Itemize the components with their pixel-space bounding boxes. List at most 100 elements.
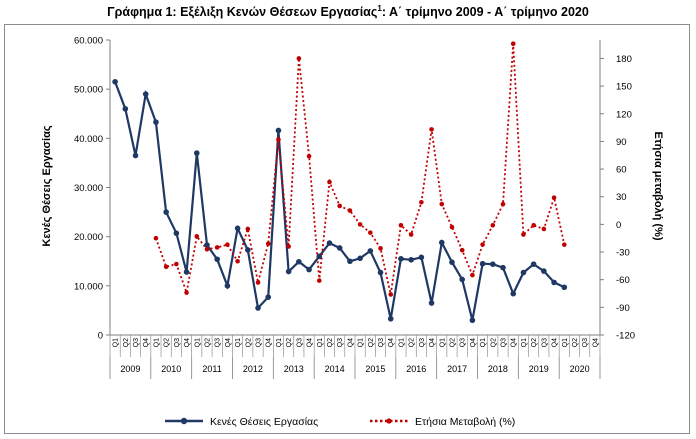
data-point-annual-change [245,226,251,232]
data-point-vacancies [193,150,200,156]
data-point-vacancies [438,239,445,246]
x-quarter-label: Q4 [429,338,436,347]
data-point-annual-change [561,242,567,247]
x-quarter-label: Q2 [409,338,416,347]
x-quarter-label: Q4 [347,338,354,347]
x-quarter-label: Q2 [286,338,293,347]
x-quarter-label: Q1 [235,338,242,347]
x-year-label: 2019 [529,364,549,374]
x-quarter-label: Q3 [256,338,263,347]
x-quarter-label: Q4 [225,338,232,347]
x-quarter-label: Q4 [266,338,273,347]
x-quarter-label: Q3 [501,338,508,347]
x-quarter-label: Q3 [460,338,467,347]
x-quarter-label: Q4 [470,338,477,347]
data-point-vacancies [336,245,343,251]
right-y-tick-label: -90 [616,303,630,314]
data-point-annual-change [306,153,312,159]
data-point-annual-change [429,127,434,132]
data-point-annual-change [551,195,557,200]
data-point-annual-change [184,290,189,295]
legend-svg: Κενές Θέσεις Εργασίας Ετήσια Μεταβολή (%… [165,416,515,428]
x-quarter-label: Q2 [123,338,130,347]
data-point-annual-change [521,232,526,237]
x-quarter-label: Q3 [133,338,140,347]
data-point-annual-change [153,235,159,241]
x-quarter-label: Q2 [449,338,456,347]
right-y-tick-label: -60 [616,275,630,286]
right-y-tick-label: 180 [616,54,632,65]
data-point-vacancies [520,269,527,276]
data-point-annual-change [337,203,342,209]
data-point-vacancies [245,247,251,253]
data-point-annual-change [449,224,455,230]
chart-frame [4,24,690,434]
x-quarter-label: Q1 [398,338,405,347]
data-point-vacancies [153,119,159,125]
left-y-tick-label: 20.000 [74,232,103,243]
data-point-vacancies [449,259,455,266]
data-point-vacancies [234,225,241,232]
data-point-annual-change [204,246,210,252]
data-point-vacancies [306,266,312,273]
x-quarter-label: Q1 [113,338,120,347]
data-point-vacancies [398,255,404,262]
data-point-annual-change [255,280,261,285]
data-point-annual-change [408,232,414,237]
legend-label-annual-change: Ετήσια Μεταβολή (%) [415,416,515,428]
legend-item-annual-change: Ετήσια Μεταβολή (%) [370,416,515,428]
x-quarter-label: Q1 [194,338,201,347]
data-point-vacancies [132,152,139,159]
right-y-tick-label: 60 [616,165,627,176]
x-quarter-label: Q2 [368,338,375,347]
data-point-annual-change [316,278,322,283]
right-y-tick-label: 90 [616,137,627,148]
data-point-vacancies [367,248,374,254]
x-quarter-label: Q4 [307,338,314,347]
chart-title: Γράφημα 1: Εξέλιξη Κενών Θέσεων Εργασίας… [0,4,696,19]
x-quarter-label: Q3 [419,338,426,347]
x-quarter-label: Q4 [184,338,191,347]
data-point-annual-change [490,222,496,228]
data-point-vacancies [224,283,231,289]
data-point-annual-change [347,208,353,213]
data-point-vacancies [459,276,465,283]
x-quarter-label: Q2 [245,338,252,347]
data-point-vacancies [255,305,261,311]
x-quarter-label: Q1 [521,338,528,347]
x-quarter-label: Q3 [215,338,222,347]
left-y-tick-label: 40.000 [74,134,103,145]
data-point-vacancies [326,240,333,246]
data-point-annual-change [398,222,404,228]
x-quarter-label: Q2 [531,338,538,347]
data-point-vacancies [214,256,220,263]
right-axis-label: Ετήσια μεταβολή (%) [652,131,664,240]
data-point-vacancies [122,106,129,112]
data-point-annual-change [500,201,506,207]
data-point-vacancies [541,268,547,274]
data-point-vacancies [387,315,394,322]
right-y-tick-label: 30 [616,192,627,203]
x-quarter-label: Q1 [562,338,569,347]
x-quarter-label: Q4 [592,338,599,347]
x-quarter-label: Q4 [511,338,518,347]
data-point-vacancies [265,294,272,300]
data-point-annual-change [214,245,220,250]
right-y-tick-label: -30 [616,248,630,259]
chart-title-rest: : Α΄ τρίμηνο 2009 - Α΄ τρίμηνο 2020 [381,5,589,20]
x-year-label: 2012 [243,364,263,374]
x-quarter-label: Q2 [327,338,334,347]
data-point-vacancies [204,242,210,248]
x-quarter-label: Q3 [582,338,589,347]
data-point-vacancies [275,127,282,134]
data-point-annual-change [174,261,179,267]
series-line-vacancies [114,81,565,321]
chart-title-footnote: 1 [377,4,382,13]
data-point-vacancies [377,269,384,276]
x-quarter-label: Q4 [143,338,150,347]
left-y-ticks: 0 10.000 20.000 30.000 40.000 50.000 60.000 [74,36,110,342]
data-point-vacancies [285,268,292,275]
data-point-annual-change [163,264,169,270]
chart-title-main: Γράφημα 1: Εξέλιξη Κενών Θέσεων Εργασίας [107,5,378,20]
